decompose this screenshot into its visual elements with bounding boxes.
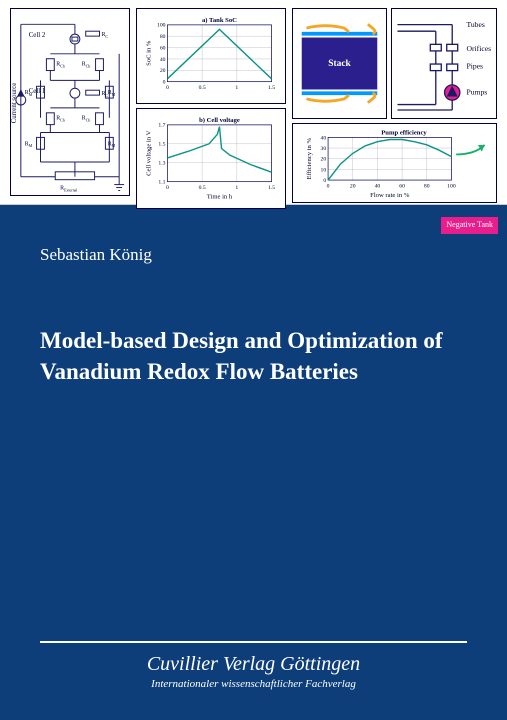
svg-text:80: 80	[160, 34, 166, 40]
svg-text:Efficiency in %: Efficiency in %	[306, 138, 313, 180]
svg-text:0.5: 0.5	[199, 185, 206, 191]
svg-text:100: 100	[157, 23, 166, 29]
svg-text:20: 20	[321, 157, 327, 163]
svg-text:1: 1	[235, 85, 238, 91]
svg-text:1.3: 1.3	[158, 161, 165, 167]
svg-text:Orifices: Orifices	[466, 44, 491, 53]
middle-charts: a) Tank SoC 0 20 40 60 80 100 0 0.5 1 1.5 SoC in %…	[136, 8, 286, 196]
svg-text:0.5: 0.5	[199, 85, 206, 91]
svg-text:1: 1	[235, 185, 238, 191]
right-column: Stack	[292, 8, 497, 196]
svg-text:1.7: 1.7	[158, 123, 165, 129]
svg-text:0: 0	[166, 85, 169, 91]
svg-text:RCh: RCh	[82, 116, 91, 123]
svg-text:20: 20	[350, 184, 356, 190]
svg-text:Pipes: Pipes	[466, 61, 483, 70]
svg-text:RM: RM	[108, 90, 116, 97]
svg-text:60: 60	[399, 184, 405, 190]
svg-text:RCh: RCh	[82, 62, 91, 69]
svg-text:Flow rate in %: Flow rate in %	[370, 192, 410, 199]
author-name: Sebastian König	[40, 245, 467, 265]
circuit-diagram: Current source Cell 2 Cell 1 RC RC RCh R…	[10, 8, 130, 196]
book-cover: Current source Cell 2 Cell 1 RC RC RCh R…	[0, 0, 507, 720]
svg-text:RM: RM	[108, 141, 116, 148]
svg-text:SoC in %: SoC in %	[145, 40, 152, 66]
svg-text:RExternal: RExternal	[60, 186, 78, 193]
svg-text:RCh: RCh	[56, 116, 65, 123]
svg-text:RCh: RCh	[56, 62, 65, 69]
svg-text:30: 30	[321, 146, 327, 152]
svg-text:60: 60	[160, 45, 166, 51]
svg-text:1.5: 1.5	[158, 142, 165, 148]
svg-text:Pumps: Pumps	[466, 88, 487, 97]
svg-text:a) Tank SoC: a) Tank SoC	[202, 17, 237, 24]
svg-text:b) Cell voltage: b) Cell voltage	[199, 117, 240, 124]
cover-body: Sebastian König Model-based Design and O…	[0, 205, 507, 720]
publisher-subtitle: Internationaler wissenschaftlicher Fachv…	[40, 678, 467, 690]
pump-efficiency-chart: Pump efficiency 010203040020406080100Eff…	[292, 123, 497, 203]
svg-text:20: 20	[160, 68, 166, 74]
tank-soc-chart: a) Tank SoC 02040608010000.511.5SoC in %	[136, 8, 286, 104]
svg-text:40: 40	[375, 184, 381, 190]
svg-text:40: 40	[160, 57, 166, 63]
svg-text:RM: RM	[25, 90, 33, 97]
svg-text:0: 0	[327, 184, 330, 190]
svg-text:Time in h: Time in h	[207, 194, 233, 201]
svg-text:1.5: 1.5	[268, 185, 275, 191]
svg-text:0: 0	[166, 185, 169, 191]
svg-text:10: 10	[321, 167, 327, 173]
negative-tank-label: Negative Tank	[441, 217, 498, 234]
svg-text:Cell voltage in V: Cell voltage in V	[145, 131, 152, 176]
cell-voltage-chart: b) Cell voltage 1.1 1.3 1.5 1.7 0 0.5 1 1.5 Cell…	[136, 108, 286, 209]
svg-text:Pump efficiency: Pump efficiency	[381, 130, 427, 137]
svg-text:Cell 2: Cell 2	[29, 32, 46, 39]
book-title: Model-based Design and Optimization of V…	[40, 325, 467, 387]
svg-text:40: 40	[321, 135, 327, 141]
svg-text:80: 80	[424, 184, 430, 190]
publisher-name: Cuvillier Verlag Göttingen	[40, 653, 467, 676]
stack-diagram: Stack	[292, 8, 387, 119]
svg-text:RC: RC	[101, 32, 108, 39]
svg-text:Stack: Stack	[328, 59, 351, 69]
circuit-svg: Current source Cell 2 Cell 1 RC RC RCh R…	[11, 9, 129, 195]
svg-text:1.5: 1.5	[268, 85, 275, 91]
svg-text:Current source: Current source	[11, 83, 18, 124]
hydraulic-diagram: Tubes Orifices Pipes Pumps	[391, 8, 497, 119]
svg-text:100: 100	[447, 184, 456, 190]
svg-text:1.1: 1.1	[158, 180, 165, 186]
svg-text:Tubes: Tubes	[466, 20, 484, 29]
divider-line	[40, 641, 467, 643]
figures-panel: Current source Cell 2 Cell 1 RC RC RCh R…	[0, 0, 507, 205]
svg-text:RM: RM	[25, 141, 33, 148]
